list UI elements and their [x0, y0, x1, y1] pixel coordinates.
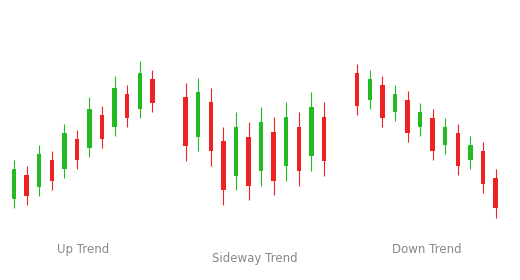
Bar	[380, 85, 385, 118]
Bar	[37, 154, 42, 187]
Text: Sideway Trend: Sideway Trend	[212, 252, 297, 265]
Bar	[24, 175, 29, 197]
Bar	[271, 132, 276, 181]
Bar	[493, 178, 498, 209]
Bar	[75, 139, 79, 160]
Bar	[322, 117, 326, 161]
Bar	[259, 122, 263, 171]
Bar	[393, 94, 397, 112]
Bar	[138, 73, 142, 109]
Bar	[100, 115, 105, 139]
Bar	[49, 160, 54, 181]
Bar	[246, 137, 251, 186]
Bar	[62, 133, 67, 169]
Bar	[309, 107, 314, 156]
Bar	[233, 127, 238, 176]
Bar	[150, 79, 154, 103]
Text: Down Trend: Down Trend	[392, 243, 461, 256]
Bar	[112, 88, 117, 127]
Bar	[296, 127, 301, 171]
Bar	[355, 73, 359, 106]
Bar	[209, 102, 213, 151]
Bar	[456, 133, 460, 166]
Bar	[443, 127, 448, 145]
Bar	[87, 109, 92, 148]
Bar	[431, 118, 435, 151]
Bar	[125, 94, 129, 118]
Bar	[418, 112, 422, 127]
Bar	[481, 151, 485, 184]
Bar	[368, 79, 372, 100]
Bar	[184, 97, 188, 146]
Bar	[196, 92, 200, 137]
Text: Up Trend: Up Trend	[57, 243, 109, 256]
Bar	[405, 100, 410, 133]
Bar	[284, 117, 289, 166]
Bar	[468, 145, 473, 160]
Bar	[221, 141, 226, 190]
Bar	[12, 169, 16, 199]
